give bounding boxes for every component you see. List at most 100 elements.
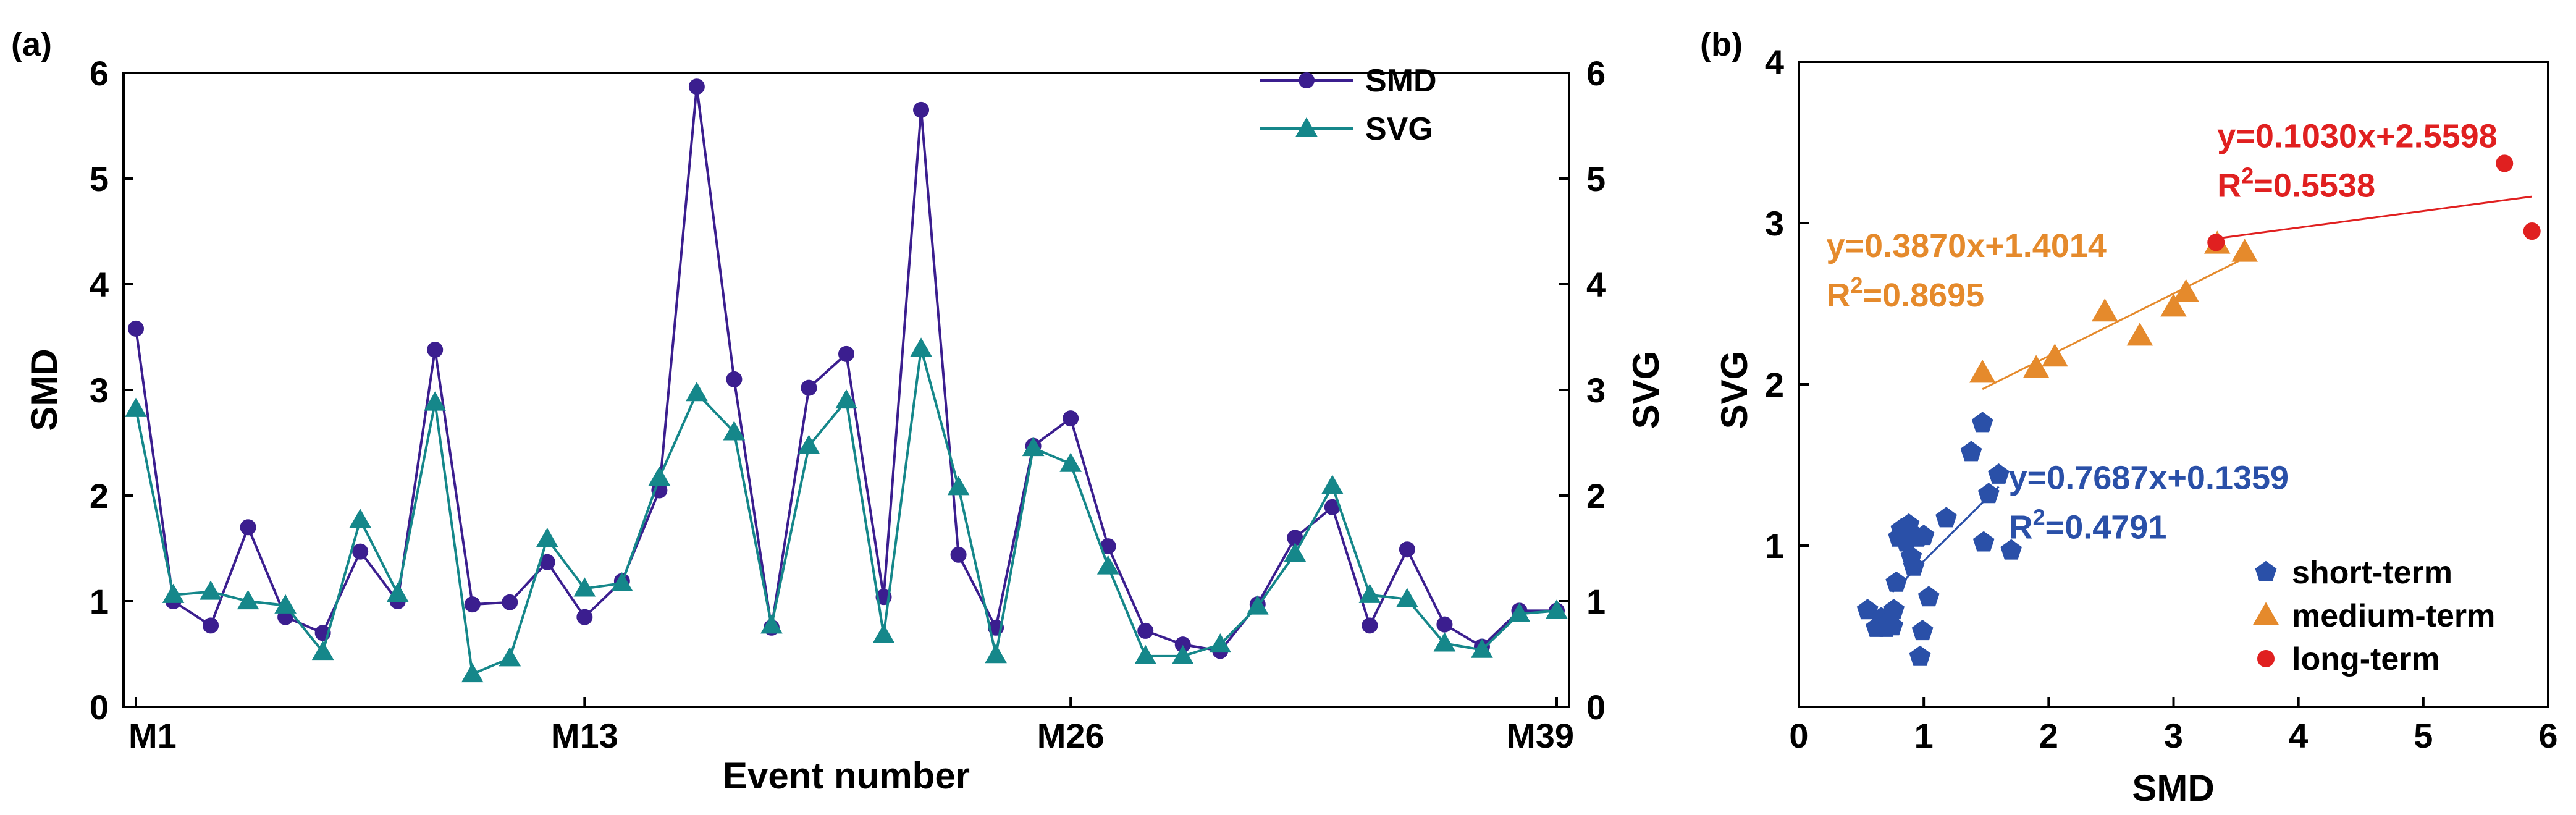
scatter-point-medium-term (1969, 360, 1996, 383)
panel-b-y-tick-label: 3 (1765, 204, 1784, 243)
data-point-smd (1436, 616, 1453, 633)
data-point-svg (1246, 595, 1269, 615)
scatter-point-long-term (2207, 234, 2225, 251)
scatter-point-medium-term (2022, 355, 2050, 378)
data-point-svg (910, 337, 932, 357)
legend-marker-medium-term (2252, 602, 2279, 625)
scatter-point-short-term (1988, 463, 2010, 484)
panel-a-y-axis-title-left: SMD (23, 348, 65, 431)
scatter-point-short-term (1883, 599, 1905, 620)
data-point-svg (1396, 588, 1418, 607)
data-point-svg (349, 509, 371, 528)
panel-a-x-tick-label: M13 (551, 716, 618, 755)
scatter-point-medium-term (2126, 323, 2153, 346)
data-point-smd (838, 345, 854, 362)
panel-a-legend: SMD SVG (1260, 63, 1437, 147)
data-point-svg (798, 434, 820, 454)
data-point-svg (536, 527, 558, 547)
legend-label-svg: SVG (1365, 111, 1433, 147)
data-point-svg (1358, 583, 1381, 603)
panel-b-fit-labels: y=0.7687x+0.1359 R2=0.4791 y=0.3870x+1.401… (1826, 117, 2497, 546)
data-point-svg (1134, 644, 1157, 664)
panel-b-x-axis-title: SMD (2132, 767, 2214, 809)
panel-a-x-tick-label: M1 (128, 716, 177, 755)
data-point-smd (576, 609, 593, 625)
data-point-svg (200, 580, 222, 600)
panel-a-right-tick-label: 3 (1586, 371, 1606, 410)
scatter-point-short-term (1882, 615, 1903, 636)
panel-a-x-tick-label: M39 (1507, 716, 1574, 755)
scatter-point-short-term (1972, 531, 1995, 552)
scatter-point-short-term (1885, 571, 1908, 592)
panel-a-right-tick-label: 5 (1586, 159, 1606, 198)
fit-equation-short-term: y=0.7687x+0.1359 (2009, 460, 2289, 497)
data-point-smd (688, 78, 705, 95)
panel-b-x-tick-label: 5 (2414, 716, 2433, 755)
data-point-svg (125, 397, 147, 417)
data-point-svg (237, 589, 259, 610)
legend-marker-long-term (2257, 650, 2275, 667)
data-point-svg (1209, 633, 1232, 653)
panel-b-ticks: 0 1 2 3 4 5 6 1 2 3 4 (1765, 43, 2558, 755)
data-point-svg (648, 466, 671, 486)
scatter-point-medium-term (2092, 298, 2118, 322)
data-point-svg (1059, 452, 1082, 472)
panel-a-right-tick-label: 2 (1586, 476, 1606, 515)
series-line-smd (135, 86, 1557, 652)
panel-a-left-tick-label: 5 (90, 159, 109, 198)
data-point-smd (801, 379, 817, 396)
data-point-svg (1171, 644, 1194, 664)
panel-a-right-tick-label: 6 (1586, 54, 1606, 93)
scatter-point-short-term (1913, 525, 1935, 546)
data-point-smd (913, 101, 930, 118)
scatter-point-short-term (1911, 620, 1934, 641)
panel-b-label: (b) (1700, 26, 1743, 63)
panel-a-right-tick-label: 1 (1586, 582, 1606, 621)
panel-a-left-tick-label: 2 (90, 476, 109, 515)
data-point-smd (950, 546, 967, 563)
panel-a-left-tick-label: 1 (90, 582, 109, 621)
data-point-svg (499, 647, 521, 667)
panel-a-y-axis-title-right: SVG (1625, 351, 1667, 429)
data-point-svg (1022, 436, 1045, 457)
data-point-svg (760, 614, 783, 634)
legend-marker-smd (1299, 72, 1315, 88)
data-point-svg (311, 640, 334, 661)
data-point-svg (386, 582, 409, 602)
data-point-smd (1399, 541, 1415, 558)
scatter-point-short-term (1960, 441, 1982, 462)
legend-marker-svg (1295, 117, 1318, 137)
panel-b-points (1856, 154, 2541, 666)
data-point-smd (1063, 410, 1079, 427)
data-point-svg (1508, 602, 1531, 622)
fit-r2-medium-term: R2=0.8695 (1826, 272, 1984, 314)
panel-b-x-tick-label: 0 (1789, 716, 1808, 755)
fit-equation-medium-term: y=0.3870x+1.4014 (1826, 227, 2106, 264)
fit-line-medium-term (1982, 257, 2246, 391)
data-point-smd (128, 320, 144, 337)
panel-a-left-tick-label: 3 (90, 371, 109, 410)
data-point-smd (502, 594, 518, 610)
data-point-smd (203, 617, 219, 634)
data-point-svg (1471, 638, 1493, 658)
data-point-svg (461, 662, 484, 683)
scatter-point-medium-term (2042, 344, 2068, 367)
data-point-smd (726, 371, 743, 387)
legend-label-smd: SMD (1365, 63, 1437, 99)
data-point-smd (352, 543, 369, 560)
data-point-svg (162, 583, 185, 603)
scatter-point-short-term (1903, 555, 1925, 576)
data-point-svg (835, 389, 857, 409)
panel-a-left-tick-label: 6 (90, 54, 109, 93)
fit-r2-short-term: R2=0.4791 (2009, 505, 2167, 546)
scatter-point-medium-term (2173, 279, 2199, 302)
scatter-point-medium-term (2160, 293, 2187, 317)
data-point-smd (1137, 622, 1154, 639)
panel-b-x-tick-label: 6 (2538, 716, 2557, 755)
data-point-smd (464, 596, 481, 613)
panel-b-x-tick-label: 4 (2289, 716, 2308, 755)
fit-line-long-term (2216, 195, 2532, 240)
panel-b-x-tick-label: 1 (1914, 716, 1934, 755)
